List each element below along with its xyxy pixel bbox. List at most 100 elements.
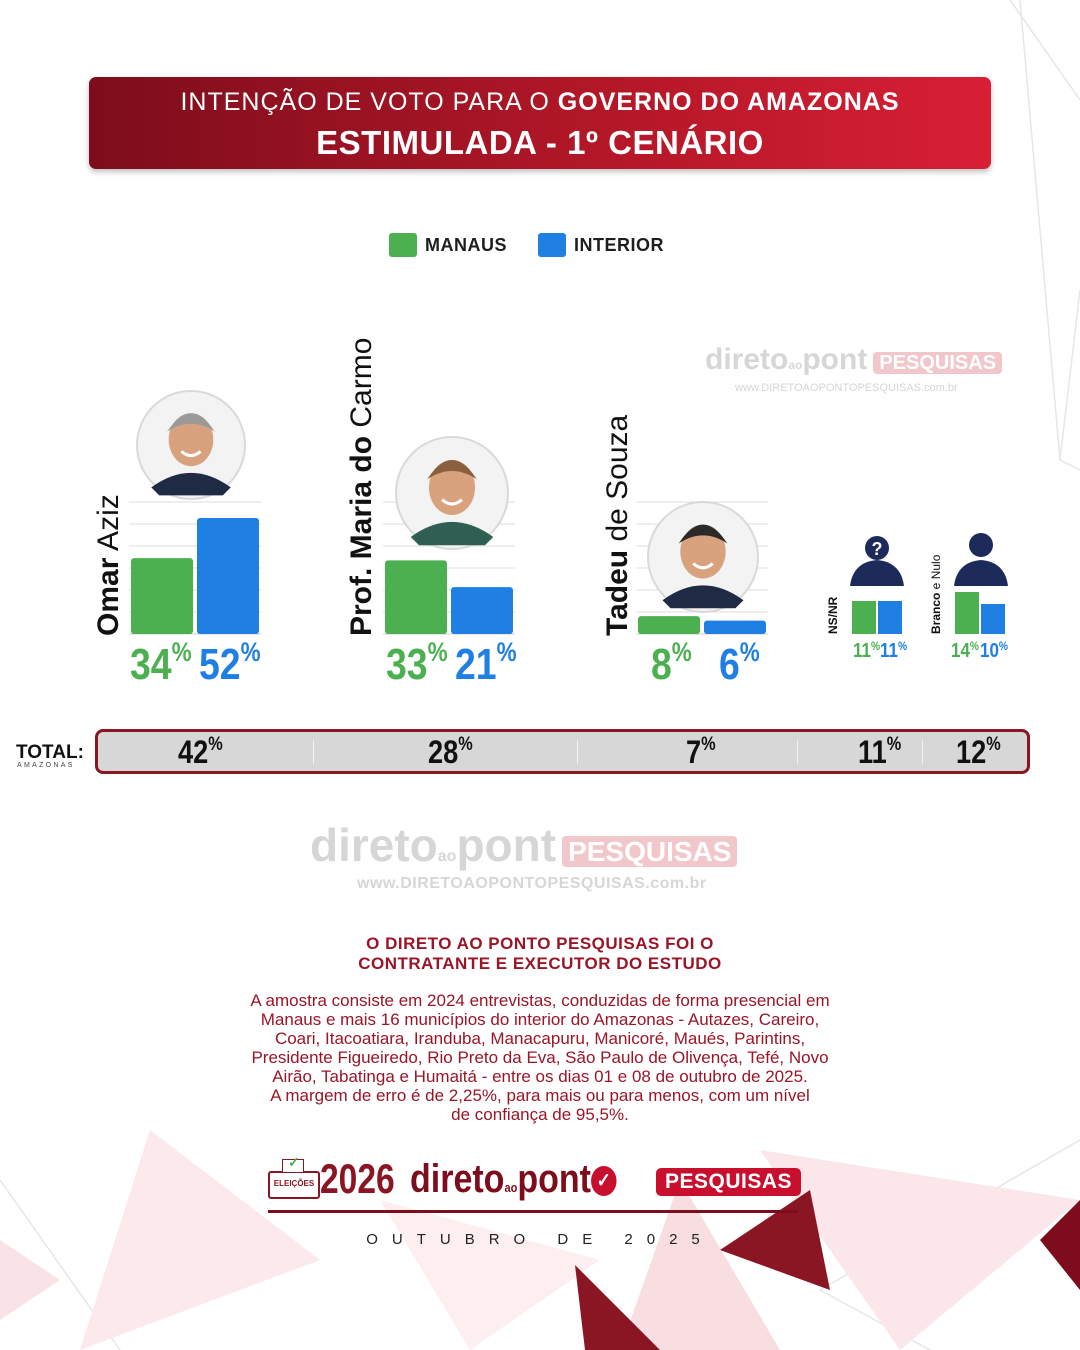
bar-interior xyxy=(197,518,259,634)
footer-year: 2026 xyxy=(320,1155,395,1202)
total-label: TOTAL: xyxy=(16,742,84,763)
portrait-hair xyxy=(427,460,477,480)
total-value: 42% xyxy=(178,734,223,771)
watermark-brand-ao: ao xyxy=(788,358,803,372)
candidate-last-name: Carmo xyxy=(345,337,378,428)
footer-brand: diretoaopont ✓ xyxy=(410,1157,617,1202)
ballot-box-icon: ELEIÇÕES ✓ xyxy=(268,1154,320,1199)
person-silhouette-icon xyxy=(969,533,993,557)
methodology-line: A margem de erro é de 2,25%, para mais o… xyxy=(270,1086,810,1105)
portrait-face xyxy=(168,413,214,467)
study-headline-1: O DIRETO AO PONTO PESQUISAS FOI O xyxy=(366,934,714,953)
label-ns-nr: NS/NR xyxy=(826,597,840,634)
total-separator xyxy=(577,740,578,764)
chart-area: ? xyxy=(129,390,1008,635)
portrait-hair xyxy=(167,413,215,432)
percent-label: 11% xyxy=(853,638,881,663)
footer-date: OUTUBRO DE 2025 xyxy=(366,1231,714,1248)
footer-divider xyxy=(268,1210,798,1213)
percent-sign: % xyxy=(427,637,448,668)
percent-sign: % xyxy=(240,637,261,668)
percent-value: 33 xyxy=(386,640,428,689)
total-percent-sign: % xyxy=(458,734,473,755)
total-percent-sign: % xyxy=(986,734,1001,755)
percent-label: 21% xyxy=(455,637,517,690)
total-value: 28% xyxy=(428,734,473,771)
percent-sign: % xyxy=(870,638,881,653)
portrait-face xyxy=(680,524,726,579)
watermark-top-url: www.DIRETOAOPONTOPESQUISAS.com.br xyxy=(735,382,958,394)
methodology-line: A amostra consiste em 2024 entrevistas, … xyxy=(250,991,830,1010)
percent-label: 34% xyxy=(130,637,192,690)
portrait-smile xyxy=(180,450,202,458)
total-bar xyxy=(95,729,1030,774)
bar-manaus xyxy=(955,592,979,634)
percent-value: 6 xyxy=(719,640,740,689)
candidate-last-name: Aziz xyxy=(92,494,125,551)
title-bold: GOVERNO DO AMAZONAS xyxy=(557,88,900,116)
triangle-shape-1 xyxy=(720,1190,830,1290)
total-number: 11 xyxy=(858,734,887,770)
legend-interior: INTERIOR xyxy=(538,233,664,257)
percent-label: 10% xyxy=(980,639,1008,663)
legend-manaus: MANAUS xyxy=(389,233,507,257)
footer-pesquisas-badge: PESQUISAS xyxy=(656,1168,802,1196)
person-silhouette-icon xyxy=(865,536,889,560)
legend-swatch-interior xyxy=(538,233,566,257)
total-number: 12 xyxy=(956,734,987,770)
total-separator xyxy=(797,740,798,764)
percent-sign: % xyxy=(671,637,692,668)
watermark-top: diretoaopont PESQUISAS xyxy=(705,343,1003,377)
total-value: 7% xyxy=(686,734,716,771)
percent-label: 11% xyxy=(880,639,907,663)
title-banner: INTENÇÃO DE VOTO PARA O GOVERNO DO AMAZO… xyxy=(89,77,991,169)
percent-sign: % xyxy=(969,638,979,653)
percent-value: 52 xyxy=(199,640,241,689)
bar-manaus xyxy=(852,601,876,634)
triangle-shape-2 xyxy=(575,1265,660,1350)
watermark-center-url: www.DIRETOAOPONTOPESQUISAS.com.br xyxy=(357,875,707,892)
candidate-first-name: Prof. Maria do xyxy=(345,435,378,636)
label-ns-nr-text: NS/NR xyxy=(826,596,840,634)
footer-brand-a: direto xyxy=(410,1157,505,1201)
total-separator xyxy=(313,740,314,764)
total-percent-sign: % xyxy=(701,734,716,755)
bar-interior xyxy=(704,620,766,634)
methodology-line: Manaus e mais 16 municípios do interior … xyxy=(260,1010,820,1029)
percent-label: 52% xyxy=(199,637,261,690)
portrait-smile xyxy=(692,562,714,570)
label-branco-nulo: Branco e Nulo xyxy=(929,555,943,634)
title-line-2: ESTIMULADA - 1º CENÁRIO xyxy=(316,124,764,161)
study-methodology: A amostra consiste em 2024 entrevistas, … xyxy=(150,991,930,1124)
total-percent-sign: % xyxy=(208,734,223,755)
watermark-brand-a: direto xyxy=(705,343,789,376)
percent-value: 14 xyxy=(951,640,970,662)
label-branco-text: Branco xyxy=(929,592,943,634)
legend-label-interior: INTERIOR xyxy=(574,234,665,255)
total-sublabel: AMAZONAS xyxy=(17,762,75,769)
candidate-name-tadeu-de-souza: Tadeu de Souza xyxy=(601,415,635,636)
total-value: 11% xyxy=(858,734,901,771)
methodology-line: Coari, Itacoatiara, Iranduba, Manacapuru… xyxy=(274,1029,806,1048)
percent-label: 14% xyxy=(951,638,979,663)
legend-label-manaus: MANAUS xyxy=(425,234,507,255)
watermark-pesquisas: PESQUISAS xyxy=(562,836,738,867)
methodology-line: Presidente Figueiredo, Rio Preto da Eva,… xyxy=(251,1048,829,1067)
total-percent-sign: % xyxy=(886,734,902,755)
bar-interior xyxy=(878,601,902,634)
watermark-pesquisas: PESQUISAS xyxy=(873,352,1003,374)
total-value: 12% xyxy=(956,734,1001,771)
percent-label: 6% xyxy=(719,637,760,690)
legend-swatch-manaus xyxy=(389,233,417,257)
bar-interior xyxy=(451,587,513,634)
candidate-first-name: Tadeu xyxy=(601,549,634,636)
total-separator xyxy=(922,740,923,764)
watermark-brand-a: direto xyxy=(310,819,438,871)
percent-value: 34 xyxy=(130,640,172,689)
portrait-hair xyxy=(678,524,728,544)
footer-brand-ao: ao xyxy=(504,1180,518,1195)
watermark-center: diretoaopont PESQUISAS xyxy=(310,818,738,872)
bar-manaus xyxy=(131,558,193,634)
person-body-icon xyxy=(954,560,1008,586)
